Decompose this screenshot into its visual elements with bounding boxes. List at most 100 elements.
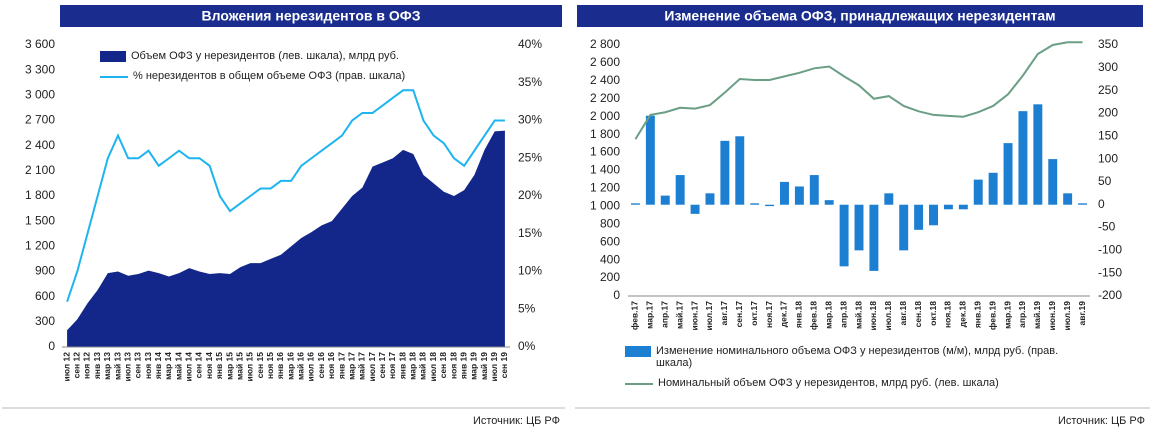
x-tick-label: май 19 xyxy=(479,352,489,380)
x-tick-label: сен 13 xyxy=(133,352,143,379)
x-tick-label: мар 14 xyxy=(163,352,173,380)
bar xyxy=(958,204,968,210)
y-tick-label: 900 xyxy=(35,264,55,278)
x-tick-label: ноя.17 xyxy=(764,301,774,328)
x-tick-label: июн.18 xyxy=(868,301,878,331)
bar xyxy=(1018,111,1028,205)
x-tick-label: янв 13 xyxy=(92,352,102,379)
y-tick-label: -150 xyxy=(1098,265,1122,279)
x-tick-label: июл 15 xyxy=(245,352,255,382)
y-tick-label: 2 800 xyxy=(590,37,620,51)
x-tick-label: авг.19 xyxy=(1077,301,1087,326)
x-tick-label: май 14 xyxy=(173,352,183,380)
source: Источник: ЦБ РФ xyxy=(473,415,560,427)
source: Источник: ЦБ РФ xyxy=(1058,415,1145,427)
x-tick-label: фев.19 xyxy=(987,301,997,330)
bar xyxy=(1078,203,1088,205)
y-tick-label: 2 400 xyxy=(25,138,55,152)
x-tick-label: май 15 xyxy=(234,352,244,380)
y-tick-label: -200 xyxy=(1098,288,1122,302)
y-tick-label: 40% xyxy=(518,37,542,51)
x-tick-label: июл 17 xyxy=(367,352,377,382)
x-tick-label: окт.18 xyxy=(928,301,938,326)
bar xyxy=(660,195,670,205)
legend-label: % нерезидентов в общем объеме ОФЗ (прав.… xyxy=(133,70,406,82)
y-tick-label: 2 200 xyxy=(590,91,620,105)
x-tick-label: сен 19 xyxy=(499,352,509,379)
y-tick-label: 2 100 xyxy=(25,163,55,177)
x-tick-label: мар 16 xyxy=(285,352,295,380)
y-tick-label: 1 200 xyxy=(590,181,620,195)
bar xyxy=(929,204,938,226)
y-tick-label: 0 xyxy=(613,288,620,302)
legend-item: Изменение номинального объема ОФЗ у нере… xyxy=(625,345,1085,369)
y-tick-label: 2 000 xyxy=(590,109,620,123)
bar xyxy=(630,203,640,205)
x-tick-label: мар 19 xyxy=(469,352,479,380)
y-tick-label: 600 xyxy=(35,289,55,303)
x-tick-label: сен.18 xyxy=(913,301,923,328)
y-tick-label: 10% xyxy=(518,264,542,278)
bar xyxy=(988,172,998,205)
bar xyxy=(839,204,849,267)
x-tick-label: июл.18 xyxy=(883,301,893,331)
bar xyxy=(854,204,864,251)
x-tick-label: ноя 17 xyxy=(387,352,397,379)
legend-item: % нерезидентов в общем объеме ОФЗ (прав.… xyxy=(100,70,500,82)
y-tick-label: 15% xyxy=(518,226,542,240)
y-tick-label: 150 xyxy=(1098,128,1118,142)
x-tick-label: янв 15 xyxy=(214,352,224,379)
title-bar xyxy=(577,5,1143,27)
y-tick-label: 20% xyxy=(518,188,542,202)
x-tick-label: мар.19 xyxy=(1002,301,1012,329)
bar xyxy=(705,193,715,205)
y-tick-label: 1 800 xyxy=(25,188,55,202)
bar xyxy=(824,200,834,205)
x-tick-label: ноя 12 xyxy=(82,352,92,379)
line xyxy=(634,41,1083,140)
x-tick-label: май 16 xyxy=(296,352,306,380)
y-tick-label: 0% xyxy=(518,339,536,353)
y-tick-label: 2 600 xyxy=(590,55,620,69)
y-tick-label: -50 xyxy=(1098,220,1116,234)
x-tick-label: окт.17 xyxy=(749,301,759,326)
x-tick-label: фев.17 xyxy=(630,301,640,330)
x-tick-label: май.18 xyxy=(853,301,863,329)
y-tick-label: 1 600 xyxy=(590,145,620,159)
x-tick-label: ноя 15 xyxy=(265,352,275,379)
x-tick-label: янв 18 xyxy=(397,352,407,379)
y-tick-label: 100 xyxy=(1098,151,1118,165)
x-tick-label: авг.18 xyxy=(898,301,908,326)
legend-item: Объем ОФЗ у нерезидентов (лев. шкала), м… xyxy=(100,50,500,62)
y-tick-label: 30% xyxy=(518,113,542,127)
bar xyxy=(720,140,730,205)
chart-title: Вложения нерезидентов в ОФЗ xyxy=(202,8,421,24)
y-tick-label: 3 600 xyxy=(25,37,55,51)
bar xyxy=(973,179,983,205)
legend-swatch xyxy=(100,76,128,78)
y-tick-label: 400 xyxy=(600,252,620,266)
x-tick-label: янв 19 xyxy=(458,352,468,379)
x-tick-label: июл 19 xyxy=(489,352,499,382)
x-tick-label: ноя 16 xyxy=(326,352,336,379)
y-tick-label: 2 700 xyxy=(25,113,55,127)
x-tick-label: апр.17 xyxy=(660,301,670,328)
x-tick-label: май.17 xyxy=(674,301,684,329)
x-tick-label: сен 17 xyxy=(377,352,387,379)
bar xyxy=(675,175,685,205)
bar xyxy=(899,204,909,251)
x-tick-label: ноя 13 xyxy=(143,352,153,379)
y-tick-label: 3 000 xyxy=(25,88,55,102)
x-tick-label: сен.17 xyxy=(734,301,744,328)
y-tick-label: -100 xyxy=(1098,243,1122,257)
x-tick-label: июн.19 xyxy=(1047,301,1057,331)
x-tick-label: июл.19 xyxy=(1062,301,1072,331)
x-tick-label: май 13 xyxy=(112,352,122,380)
x-tick-label: фев.18 xyxy=(809,301,819,330)
y-tick-label: 300 xyxy=(35,314,55,328)
y-tick-label: 200 xyxy=(600,270,620,284)
y-tick-label: 5% xyxy=(518,301,536,315)
x-tick-label: апр.18 xyxy=(838,301,848,328)
x-tick-label: июл 18 xyxy=(428,352,438,382)
